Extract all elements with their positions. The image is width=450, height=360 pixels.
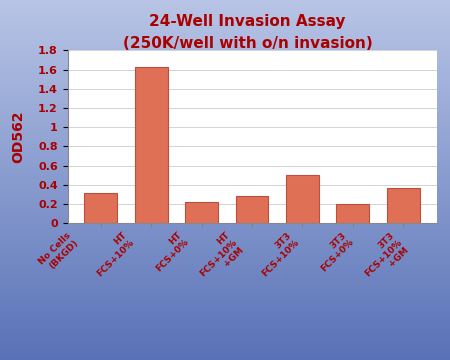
Bar — [286, 175, 319, 223]
Text: No Cells
(BKGD): No Cells (BKGD) — [37, 230, 81, 273]
Bar — [337, 204, 369, 223]
Text: HT
FCS+10%: HT FCS+10% — [88, 230, 135, 278]
Bar — [84, 193, 117, 223]
Bar — [135, 67, 167, 223]
Text: HT
FCS+10%
+GM: HT FCS+10% +GM — [190, 230, 246, 286]
Bar — [185, 202, 218, 223]
Bar — [236, 196, 268, 223]
Text: 3T3
FCS+0%: 3T3 FCS+0% — [312, 230, 356, 274]
Text: OD562: OD562 — [11, 111, 25, 163]
Text: 3T3
FCS+10%
+GM: 3T3 FCS+10% +GM — [356, 230, 411, 286]
Bar — [387, 188, 420, 223]
Text: HT
FCS+0%: HT FCS+0% — [147, 230, 190, 274]
Text: 24-Well Invasion Assay: 24-Well Invasion Assay — [149, 14, 346, 29]
Text: (250K/well with o/n invasion): (250K/well with o/n invasion) — [123, 36, 373, 51]
Text: 3T3
FCS+10%: 3T3 FCS+10% — [253, 230, 301, 278]
